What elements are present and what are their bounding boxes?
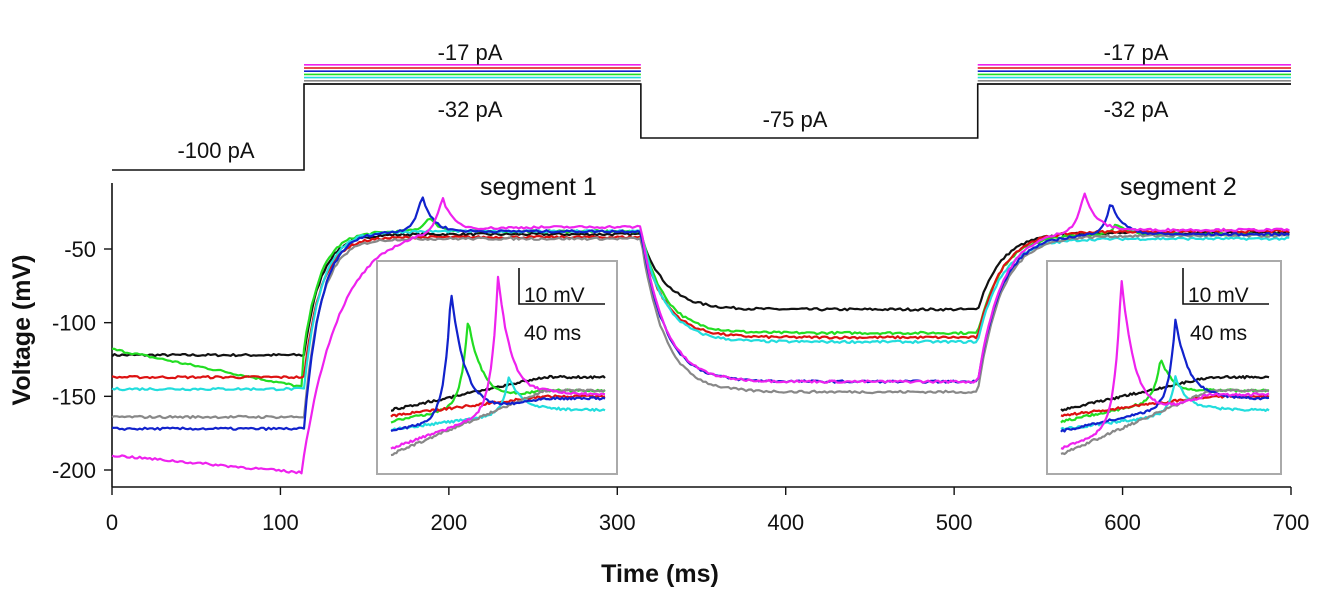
stim-label-seg1-high: -17 pA	[438, 40, 503, 65]
trace-magenta	[111, 192, 1290, 475]
x-tick-label-600: 600	[1104, 510, 1141, 535]
y-axis-title: Voltage (mV)	[8, 255, 36, 406]
x-axis-ticks: 0 100 200 300 400 500 600 700	[106, 487, 1309, 535]
segment-2-label: segment 2	[1120, 173, 1237, 201]
x-tick-label-400: 400	[767, 510, 804, 535]
x-tick-label-700: 700	[1273, 510, 1310, 535]
segment-1-label: segment 1	[480, 173, 597, 201]
voltage-traces	[111, 192, 1290, 475]
y-tick-label--100: -100	[52, 311, 96, 336]
stim-label-seg2-low: -32 pA	[1104, 97, 1169, 122]
x-tick-label-200: 200	[430, 510, 467, 535]
y-tick-label--50: -50	[64, 237, 96, 262]
stim-label-neg75: -75 pA	[763, 107, 828, 132]
inset2-scale-time: 40 ms	[1190, 322, 1247, 345]
inset-trace-black	[390, 374, 606, 412]
trace-cyan	[111, 229, 1290, 392]
trace-blue	[111, 196, 1290, 431]
inset-segment-2	[1046, 260, 1282, 475]
inset-trace-magenta	[390, 275, 606, 450]
stim-label-seg2-high: -17 pA	[1104, 40, 1169, 65]
x-tick-label-100: 100	[262, 510, 299, 535]
inset-segment-1	[376, 260, 618, 475]
inset-trace-black	[1060, 375, 1270, 412]
y-tick-label--200: -200	[52, 458, 96, 483]
x-tick-label-500: 500	[936, 510, 973, 535]
inset-scale-bar	[518, 268, 605, 305]
inset-scale-bar	[1182, 268, 1269, 305]
x-tick-label-300: 300	[599, 510, 636, 535]
y-axis-ticks: -50 -100 -150 -200	[52, 237, 112, 483]
stim-label-neg100: -100 pA	[177, 138, 254, 163]
axes	[111, 183, 1291, 488]
inset-trace-gray	[1060, 388, 1270, 456]
current-step-protocol	[112, 64, 1291, 171]
stim-label-seg1-low: -32 pA	[438, 97, 503, 122]
inset1-scale-time: 40 ms	[524, 322, 581, 345]
inset-trace-blue	[1060, 318, 1270, 433]
x-axis-title: Time (ms)	[601, 560, 719, 588]
x-tick-label-0: 0	[106, 510, 118, 535]
inset2-scale-voltage: 10 mV	[1188, 284, 1249, 307]
inset1-scale-voltage: 10 mV	[524, 284, 585, 307]
y-tick-label--150: -150	[52, 384, 96, 409]
inset-trace-gray	[390, 388, 606, 457]
inset-trace-magenta	[1060, 280, 1270, 450]
inset-trace-blue	[390, 294, 606, 433]
stim-step-line	[112, 83, 1291, 171]
